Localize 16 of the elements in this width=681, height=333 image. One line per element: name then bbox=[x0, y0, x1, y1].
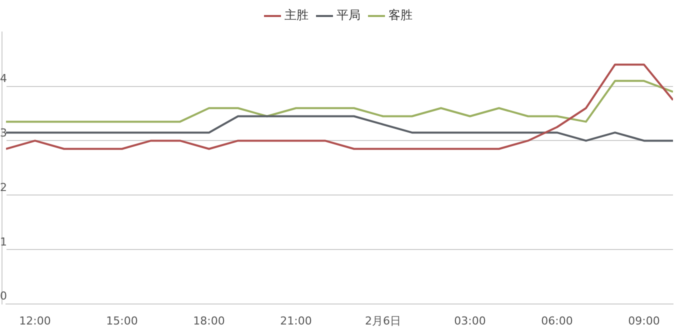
x-tick-label: 15:00 bbox=[106, 314, 138, 328]
y-tick-label: 0 bbox=[0, 290, 7, 303]
x-tick-label: 2月6日 bbox=[365, 314, 401, 328]
y-tick-label: 3 bbox=[0, 126, 7, 140]
x-tick-label: 06:00 bbox=[541, 314, 573, 328]
legend-label: 平局 bbox=[336, 8, 360, 22]
x-tick-label: 12:00 bbox=[19, 314, 51, 328]
x-tick-label: 18:00 bbox=[193, 314, 225, 328]
y-tick-label: 1 bbox=[0, 235, 7, 248]
x-tick-label: 21:00 bbox=[280, 314, 312, 328]
x-tick-label: 03:00 bbox=[454, 314, 486, 328]
x-tick-label: 09:00 bbox=[628, 314, 660, 328]
y-tick-label: 2 bbox=[0, 180, 7, 194]
legend-label: 客胜 bbox=[388, 8, 412, 22]
y-tick-label: 4 bbox=[0, 72, 7, 86]
legend-label: 主胜 bbox=[284, 8, 308, 22]
